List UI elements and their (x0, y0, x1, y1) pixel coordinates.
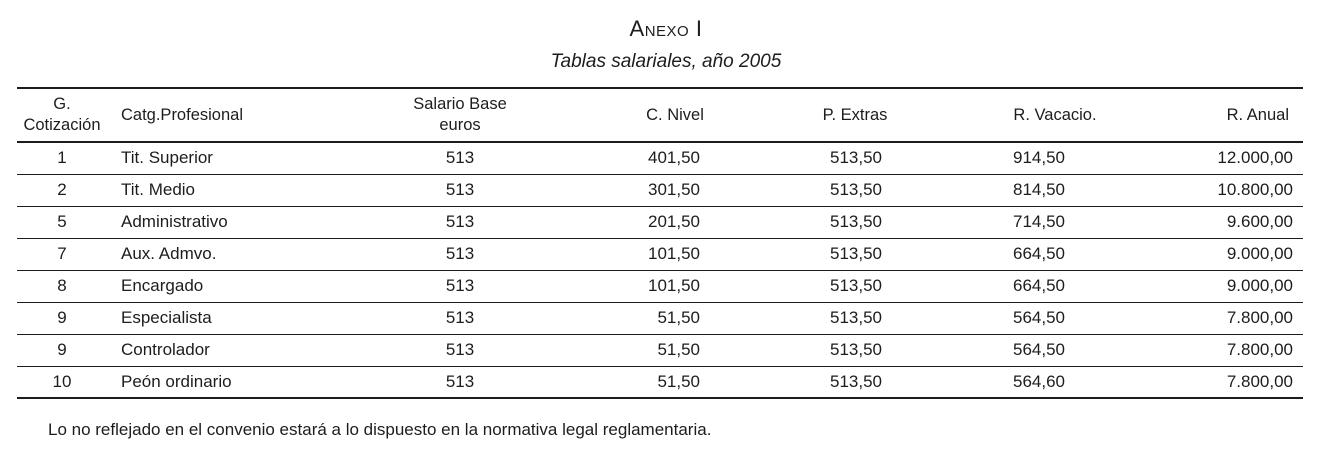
cell-annual-pay: 9.600,00 (1226, 212, 1293, 232)
table-row: 9 Especialista 513 51,50 513,50 564,50 7.800,0… (17, 302, 1303, 335)
column-header-line: R. Anual (1226, 105, 1289, 124)
cell-professional-category: Especialista (121, 308, 212, 328)
cell-nivel-complement: 301,50 (648, 180, 700, 200)
table-head: G. Cotización Catg.Profesional Salario Base… (17, 88, 1303, 143)
column-header-p-extras: P. Extras (760, 88, 950, 142)
cell-annual-pay: 7.800,00 (1226, 340, 1293, 360)
cell-vacation-pay: 664,50 (1013, 276, 1065, 296)
cell-professional-category: Encargado (121, 276, 204, 296)
cell-professional-category: Tit. Medio (121, 180, 196, 200)
cell-annual-pay: 10.800,00 (1217, 180, 1293, 200)
cell-professional-category: Aux. Admvo. (121, 244, 217, 264)
cell-cotizacion-group: 2 (57, 180, 67, 200)
cell-professional-category: Controlador (121, 340, 210, 360)
cell-annual-pay: 7.800,00 (1226, 371, 1293, 391)
cell-cotizacion-group: 10 (52, 371, 72, 391)
column-header-catg-profesional: Catg.Profesional (107, 88, 330, 142)
cell-cotizacion-group: 8 (57, 276, 67, 296)
cell-nivel-complement: 401,50 (648, 148, 700, 168)
column-header-line: C. Nivel (646, 105, 704, 124)
column-header-line: G. (53, 95, 71, 113)
cell-professional-category: Peón ordinario (121, 371, 232, 391)
column-header-r-vacacio: R. Vacacio. (950, 88, 1160, 142)
cell-extra-payments: 513,50 (830, 276, 882, 296)
column-header-g-cotizacion: G. Cotización (17, 88, 107, 142)
cell-annual-pay: 12.000,00 (1217, 148, 1293, 168)
document-header: Anexo I Tablas salariales, año 2005 (0, 16, 1332, 73)
cell-nivel-complement: 101,50 (648, 276, 700, 296)
cell-base-salary: 513 (445, 340, 475, 360)
cell-nivel-complement: 101,50 (648, 244, 700, 264)
cell-vacation-pay: 814,50 (1013, 180, 1065, 200)
cell-vacation-pay: 914,50 (1013, 148, 1065, 168)
cell-nivel-complement: 201,50 (648, 212, 700, 232)
column-header-salario-base: Salario Base euros (330, 88, 590, 142)
cell-extra-payments: 513,50 (830, 148, 882, 168)
header-row: G. Cotización Catg.Profesional Salario Base… (17, 88, 1303, 143)
cell-vacation-pay: 664,50 (1013, 244, 1065, 264)
column-header-c-nivel: C. Nivel (590, 88, 760, 142)
cell-professional-category: Tit. Superior (121, 148, 213, 168)
footer-note: Lo no reflejado en el convenio estará a … (48, 420, 712, 440)
cell-vacation-pay: 714,50 (1013, 212, 1065, 232)
cell-extra-payments: 513,50 (830, 180, 882, 200)
column-header-line: euros (439, 116, 481, 135)
column-header-line: Cotización (23, 116, 101, 135)
table-row: 8 Encargado 513 101,50 513,50 664,50 9.000,00 (17, 270, 1303, 303)
table-row: 9 Controlador 513 51,50 513,50 564,50 7.800,00 (17, 334, 1303, 367)
column-header-line: R. Vacacio. (1013, 105, 1097, 124)
table-body: 1 Tit. Superior 513 401,50 513,50 914,50 12.00… (17, 142, 1303, 398)
cell-cotizacion-group: 5 (57, 212, 67, 232)
table-row: 10 Peón ordinario 513 51,50 513,50 564,60 7.80… (17, 366, 1303, 398)
cell-nivel-complement: 51,50 (657, 371, 700, 391)
cell-cotizacion-group: 9 (57, 308, 67, 328)
cell-extra-payments: 513,50 (830, 308, 882, 328)
cell-nivel-complement: 51,50 (657, 308, 700, 328)
page-subtitle: Tablas salariales, año 2005 (550, 51, 782, 72)
column-header-line: P. Extras (822, 105, 888, 124)
column-header-r-anual: R. Anual (1160, 88, 1303, 142)
cell-base-salary: 513 (445, 244, 475, 264)
cell-annual-pay: 9.000,00 (1226, 244, 1293, 264)
table-row: 5 Administrativo 513 201,50 513,50 714,50 9.60… (17, 206, 1303, 239)
salary-table: G. Cotización Catg.Profesional Salario Base… (17, 87, 1303, 400)
table-row: 7 Aux. Admvo. 513 101,50 513,50 664,50 9.000,0… (17, 238, 1303, 271)
cell-base-salary: 513 (445, 180, 475, 200)
cell-cotizacion-group: 7 (57, 244, 67, 264)
cell-vacation-pay: 564,50 (1013, 340, 1065, 360)
cell-extra-payments: 513,50 (830, 244, 882, 264)
cell-extra-payments: 513,50 (830, 340, 882, 360)
cell-extra-payments: 513,50 (830, 212, 882, 232)
cell-vacation-pay: 564,50 (1013, 308, 1065, 328)
cell-annual-pay: 7.800,00 (1226, 308, 1293, 328)
cell-vacation-pay: 564,60 (1013, 371, 1065, 391)
cell-cotizacion-group: 9 (57, 340, 67, 360)
cell-professional-category: Administrativo (121, 212, 228, 232)
cell-extra-payments: 513,50 (830, 371, 882, 391)
cell-nivel-complement: 51,50 (657, 340, 700, 360)
cell-annual-pay: 9.000,00 (1226, 276, 1293, 296)
cell-base-salary: 513 (445, 276, 475, 296)
page-title: Anexo I (629, 16, 703, 41)
table-row: 2 Tit. Medio 513 301,50 513,50 814,50 10.800,0… (17, 174, 1303, 207)
cell-cotizacion-group: 1 (57, 148, 67, 168)
cell-base-salary: 513 (445, 148, 475, 168)
column-header-line: Salario Base (413, 95, 507, 113)
table-row: 1 Tit. Superior 513 401,50 513,50 914,50 12.00… (17, 142, 1303, 175)
column-header-line: Catg.Profesional (121, 105, 243, 124)
cell-base-salary: 513 (445, 308, 475, 328)
cell-base-salary: 513 (445, 371, 475, 391)
cell-base-salary: 513 (445, 212, 475, 232)
